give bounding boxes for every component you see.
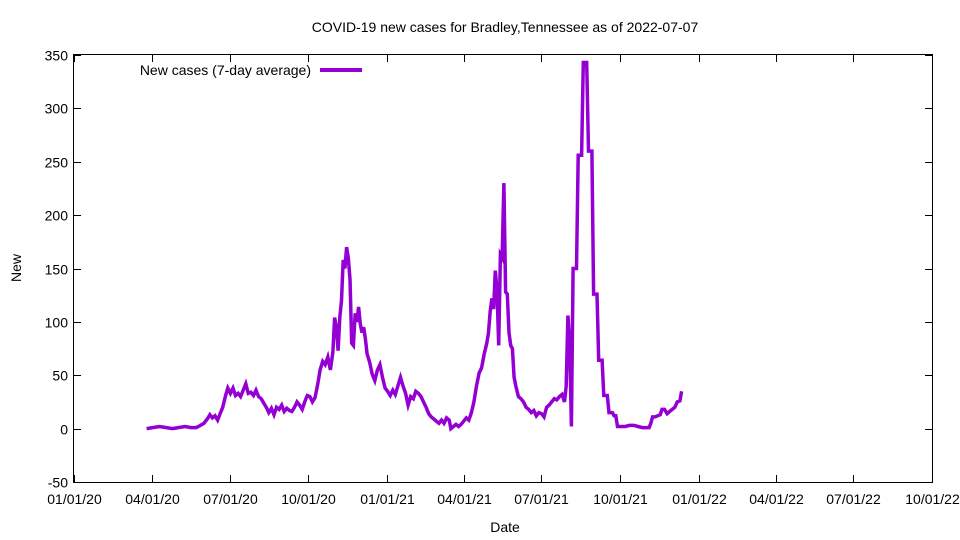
y-axis-label: New bbox=[8, 253, 24, 282]
y-tick-label: 200 bbox=[45, 208, 69, 224]
x-tick-label: 07/01/22 bbox=[826, 491, 881, 507]
x-tick-label: 04/01/21 bbox=[437, 491, 492, 507]
x-tick-label: 10/01/21 bbox=[593, 491, 648, 507]
y-tick-label: 250 bbox=[45, 155, 69, 171]
y-tick-label: 100 bbox=[45, 315, 69, 331]
x-tick-label: 04/01/22 bbox=[749, 491, 804, 507]
plot-series bbox=[146, 60, 684, 432]
x-tick-label: 01/01/20 bbox=[47, 491, 102, 507]
x-tick-label: 10/01/22 bbox=[905, 491, 960, 507]
x-tick-label: 01/01/22 bbox=[672, 491, 727, 507]
y-axis-ticks: -50 0 50 100 150 200 250 300 350 bbox=[45, 48, 932, 491]
x-axis-label: Date bbox=[490, 519, 520, 535]
x-tick-label: 07/01/21 bbox=[514, 491, 569, 507]
y-tick-label: -50 bbox=[48, 475, 68, 491]
x-tick-label: 01/01/21 bbox=[360, 491, 415, 507]
x-axis-ticks: 01/01/20 04/01/20 07/01/20 10/01/20 01/01/21… bbox=[47, 55, 960, 507]
legend: New cases (7-day average) bbox=[140, 62, 362, 78]
x-tick-label: 04/01/20 bbox=[125, 491, 180, 507]
y-tick-label: 350 bbox=[45, 48, 69, 64]
series-line bbox=[146, 60, 684, 432]
x-tick-label: 07/01/20 bbox=[203, 491, 258, 507]
y-tick-label: 300 bbox=[45, 101, 69, 117]
y-tick-label: 0 bbox=[60, 422, 68, 438]
x-tick-label: 10/01/20 bbox=[281, 491, 336, 507]
y-tick-label: 50 bbox=[52, 368, 68, 384]
chart-title: COVID-19 new cases for Bradley,Tennessee… bbox=[312, 19, 699, 35]
legend-label: New cases (7-day average) bbox=[140, 62, 311, 78]
plot-frame bbox=[73, 54, 933, 483]
y-tick-label: 150 bbox=[45, 262, 69, 278]
